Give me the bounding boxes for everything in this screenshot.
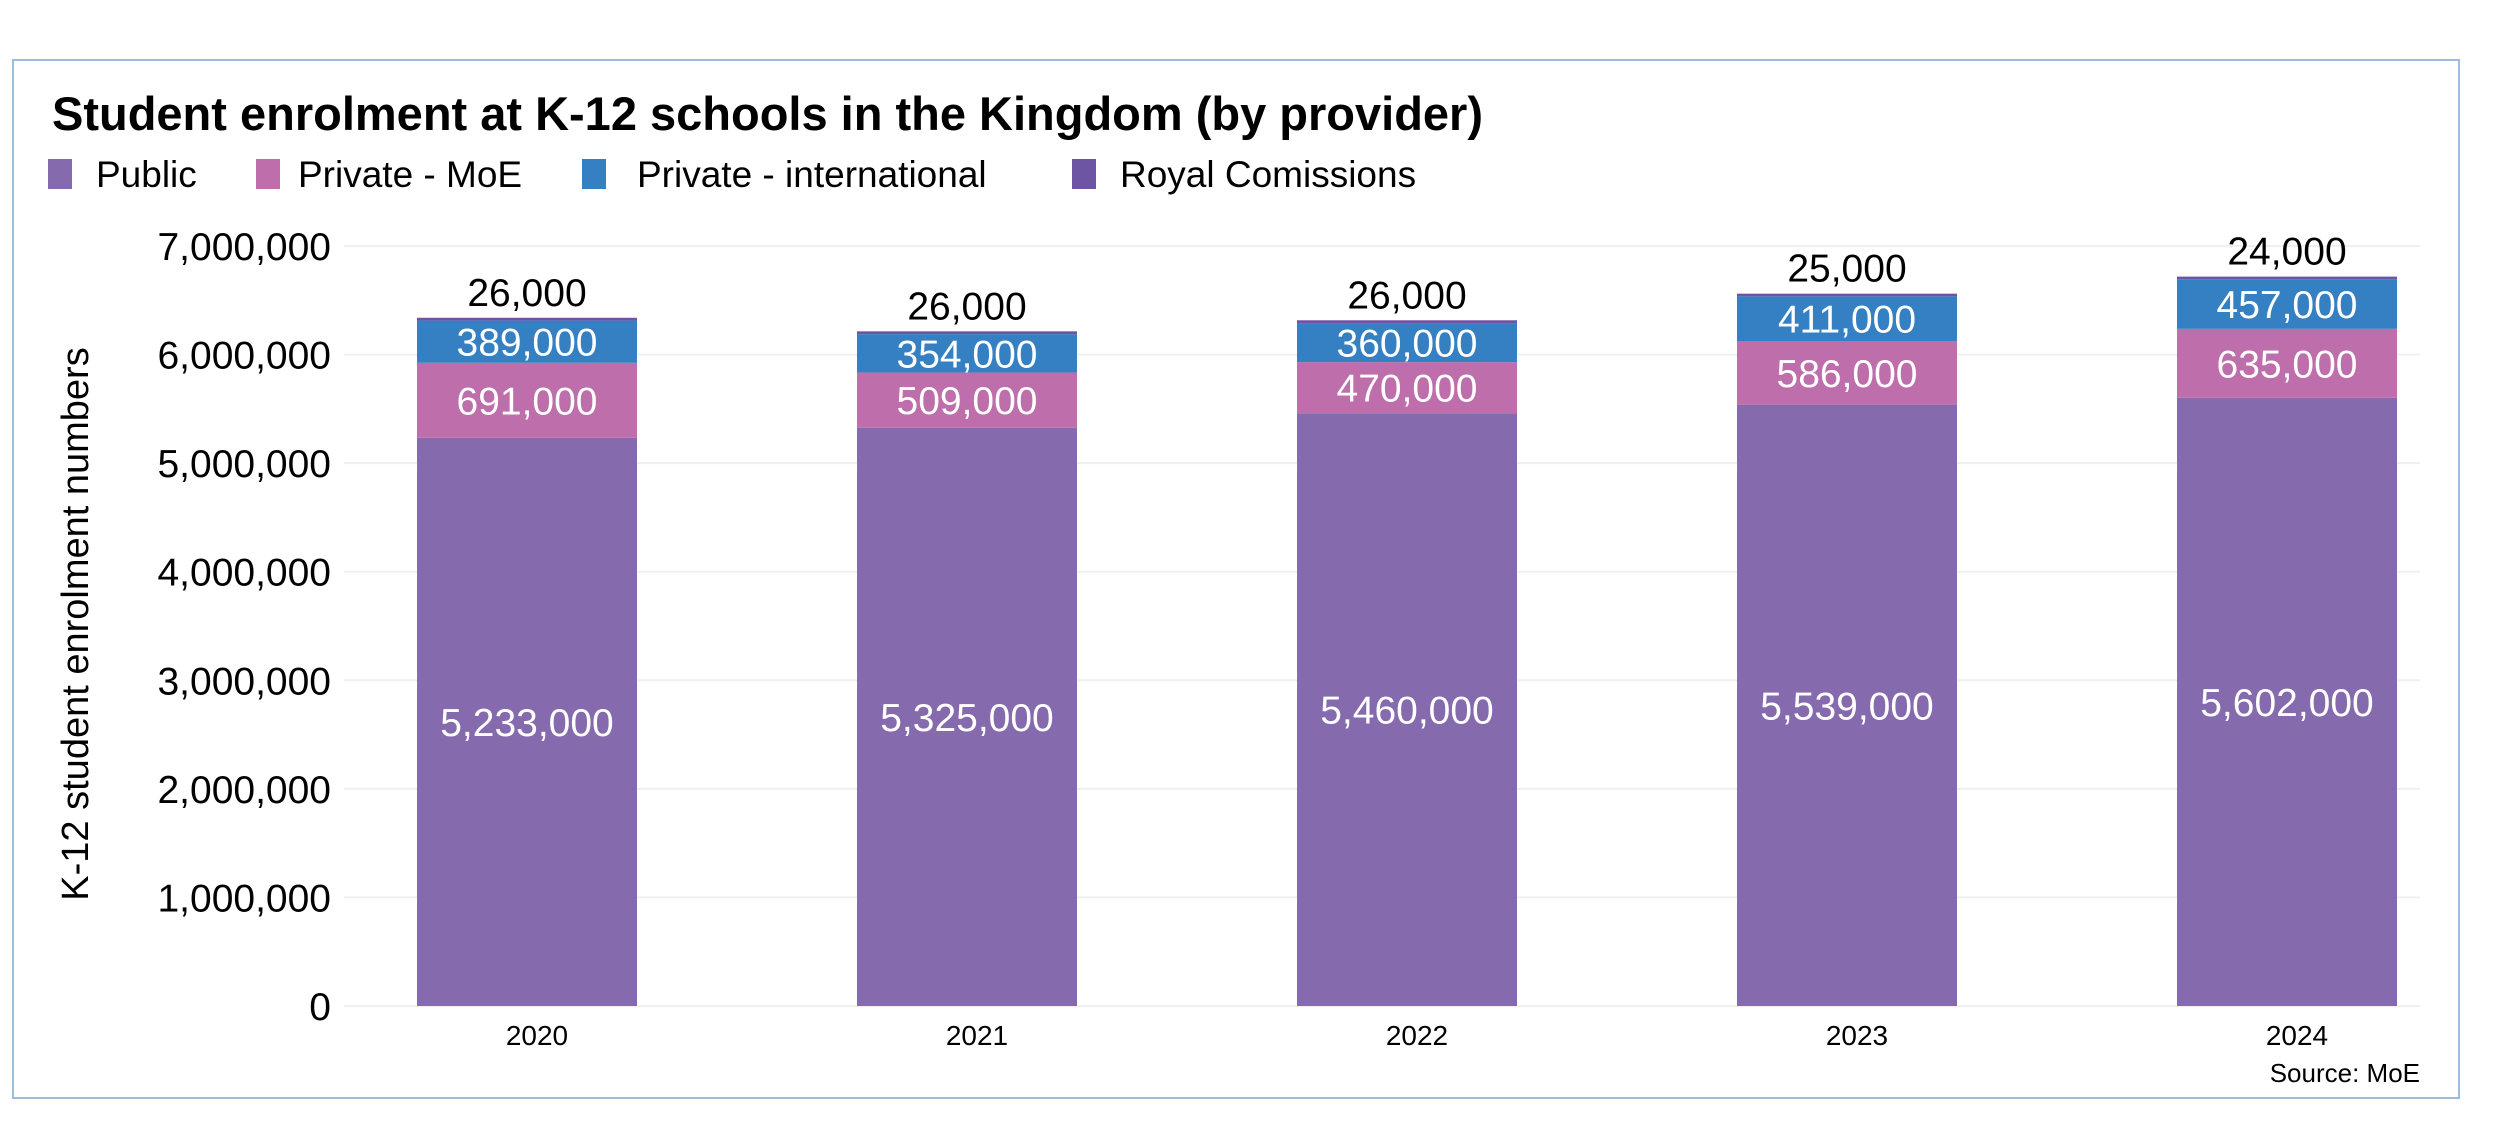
- legend-swatch: [256, 159, 280, 189]
- legend-swatch: [48, 159, 72, 189]
- bar-segment: [1737, 404, 1957, 1006]
- bar-segment: [417, 437, 637, 1006]
- bar-segment: [417, 320, 637, 363]
- bar-segment: [417, 362, 637, 438]
- x-axis-ticks: 2020 2021 2022 2023 2024: [506, 1020, 2328, 1051]
- data-label: 389,000: [457, 322, 598, 365]
- data-label: 457,000: [2217, 284, 2358, 327]
- bar-segment: [1737, 293, 1957, 297]
- legend-label: Private - international: [637, 154, 987, 195]
- bar-segment: [1297, 362, 1517, 414]
- bar-segment: [857, 334, 1077, 373]
- data-label: 24,000: [2227, 231, 2346, 274]
- y-tick-label: 0: [309, 986, 331, 1029]
- y-tick-label: 5,000,000: [157, 443, 331, 486]
- y-tick-label: 2,000,000: [157, 769, 331, 812]
- legend-label: Private - MoE: [298, 154, 522, 195]
- y-tick-label: 7,000,000: [157, 226, 331, 269]
- bar-segment: [857, 427, 1077, 1006]
- bar-segment: [1297, 413, 1517, 1006]
- data-label: 586,000: [1777, 353, 1918, 396]
- data-label: 5,325,000: [880, 697, 1054, 740]
- y-axis-label: K-12 student enrolment numbers: [55, 347, 97, 900]
- data-label: 509,000: [897, 380, 1038, 423]
- bar-segment: [857, 372, 1077, 428]
- legend-label: Royal Comissions: [1120, 154, 1416, 195]
- y-tick-label: 1,000,000: [157, 877, 331, 920]
- data-label: 26,000: [1347, 274, 1466, 317]
- source-note: Source: MoE: [2270, 1058, 2420, 1088]
- bar-segment: [1737, 341, 1957, 405]
- data-label: 360,000: [1337, 323, 1478, 366]
- data-label: 691,000: [457, 380, 598, 423]
- x-tick-label: 2020: [506, 1020, 568, 1051]
- legend: Public Private - MoE Private - internation…: [48, 154, 1416, 195]
- legend-label: Public: [96, 154, 197, 195]
- data-label: 5,602,000: [2200, 682, 2374, 725]
- y-tick-label: 4,000,000: [157, 552, 331, 595]
- data-label: 470,000: [1337, 368, 1478, 411]
- x-tick-label: 2022: [1386, 1020, 1448, 1051]
- y-axis-ticks: 0 1,000,000 2,000,000 3,000,000 4,000,000 5,0…: [157, 226, 331, 1029]
- data-label: 411,000: [1778, 299, 1916, 342]
- bar-segment: [1297, 323, 1517, 363]
- bar-segment: [2177, 276, 2397, 280]
- gridlines: [344, 245, 2420, 1007]
- bar-segment: [417, 317, 637, 321]
- x-tick-label: 2023: [1826, 1020, 1888, 1051]
- chart-title: Student enrolment at K-12 schools in the…: [52, 87, 1483, 140]
- y-tick-label: 3,000,000: [157, 660, 331, 703]
- bar-segment: [1297, 320, 1517, 324]
- data-label: 25,000: [1787, 248, 1906, 291]
- data-label: 5,539,000: [1760, 685, 1934, 728]
- legend-swatch: [1072, 159, 1096, 189]
- data-label: 26,000: [467, 272, 586, 315]
- x-tick-label: 2021: [946, 1020, 1008, 1051]
- data-label: 26,000: [907, 285, 1026, 328]
- data-label: 5,460,000: [1320, 690, 1494, 733]
- bars: 5,233,000 691,000 389,000 26,000 5,325,000 50…: [417, 231, 2397, 1007]
- bar-segment: [2177, 397, 2397, 1007]
- bar-segment: [2177, 279, 2397, 329]
- data-label: 5,233,000: [440, 702, 614, 745]
- data-label: 635,000: [2217, 343, 2358, 386]
- bar-segment: [857, 331, 1077, 335]
- bar-segment: [2177, 328, 2397, 398]
- chart-frame: [12, 59, 2460, 1099]
- data-label: 354,000: [897, 333, 1038, 376]
- y-tick-label: 6,000,000: [157, 335, 331, 378]
- legend-swatch: [582, 159, 606, 189]
- x-tick-label: 2024: [2266, 1020, 2328, 1051]
- bar-segment: [1737, 296, 1957, 341]
